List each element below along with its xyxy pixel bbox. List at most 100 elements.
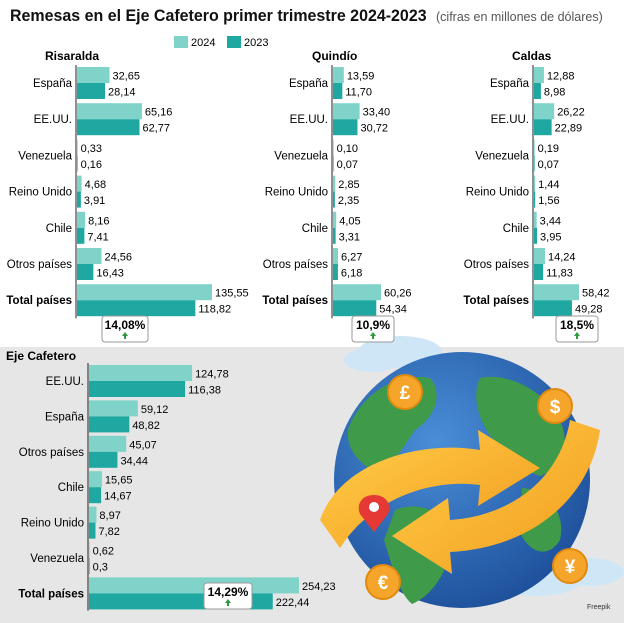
caldas-chart-title: Caldas	[512, 49, 552, 63]
risaralda-category-label-ee-uu: EE.UU.	[34, 114, 72, 126]
quindio-bar-2024-otros-paises	[333, 248, 338, 264]
page-subtitle: (cifras en millones de dólares)	[436, 10, 603, 24]
quindio-category-label-venezuela: Venezuela	[274, 150, 328, 162]
risaralda-category-label-venezuela: Venezuela	[18, 150, 72, 162]
risaralda-bar-2023-venezuela	[77, 155, 78, 172]
quindio-growth-arrow-icon	[370, 332, 376, 339]
quindio-bar-2023-venezuela	[333, 155, 334, 172]
risaralda-bar-2024-reino-unido	[77, 175, 82, 192]
quindio-bar-2024-chile	[333, 211, 337, 228]
eje-cafetero-bar-2023-venezuela	[89, 558, 90, 574]
quindio-category-label-reino-unido: Reino Unido	[265, 187, 328, 199]
caldas-bar-2023-espana	[534, 83, 541, 99]
risaralda-bar-2024-ee-uu	[77, 103, 142, 120]
risaralda-bar-2024-otros-paises	[77, 248, 102, 264]
svg-text:$: $	[550, 397, 561, 418]
eje-cafetero-bar-2024-ee-uu	[89, 365, 193, 381]
eje-cafetero-value-2023-chile: 14,67	[104, 491, 132, 503]
dollar-coin-icon: $	[537, 388, 573, 424]
quindio-bar-2024-espana	[333, 67, 344, 83]
globe-illustration: £ $ € ¥	[320, 336, 624, 608]
caldas-bar-2023-chile	[534, 227, 538, 244]
eje-cafetero-category-label-venezuela: Venezuela	[30, 553, 84, 565]
risaralda-bar-2024-total-paises	[77, 284, 212, 301]
risaralda-category-label-chile: Chile	[46, 223, 72, 235]
caldas-value-2023-chile: 3,95	[540, 231, 561, 243]
risaralda-spacer	[36, 283, 37, 284]
quindio-bar-2024-total-paises	[333, 284, 381, 301]
caldas-bar-2024-chile	[534, 211, 537, 228]
eje-cafetero-category-label-reino-unido: Reino Unido	[21, 518, 84, 530]
quindio-value-2024-venezuela: 0,10	[337, 143, 358, 155]
risaralda-value-2024-espana: 32,65	[113, 71, 141, 83]
eje-cafetero-value-2024-venezuela: 0,62	[93, 546, 114, 558]
risaralda-value-2024-total-paises: 135,55	[215, 288, 249, 300]
risaralda-growth-arrow-icon	[122, 332, 128, 339]
eje-cafetero-value-2024-otros-paises: 45,07	[129, 439, 157, 451]
eje-cafetero-category-label-otros-paises: Otros países	[19, 447, 84, 459]
quindio-bar-2023-ee-uu	[333, 119, 358, 136]
caldas-value-2024-otros-paises: 14,24	[548, 252, 576, 264]
risaralda-value-2023-reino-unido: 3,91	[84, 195, 105, 207]
eje-cafetero-value-2024-ee-uu: 124,78	[195, 369, 229, 381]
risaralda-value-2023-espana: 28,14	[108, 87, 136, 99]
quindio-spacer	[292, 283, 293, 284]
quindio-growth-box	[351, 315, 395, 343]
quindio-value-2024-total-paises: 60,26	[384, 288, 412, 300]
caldas-category-label-total-paises: Total países	[463, 295, 529, 307]
caldas-value-2024-espana: 12,88	[547, 71, 575, 83]
eje-cafetero-bar-2023-reino-unido	[89, 522, 96, 539]
risaralda-value-2023-otros-paises: 16,43	[96, 268, 124, 280]
risaralda-bar-2023-total-paises	[77, 300, 196, 317]
caldas-value-2023-ee-uu: 22,89	[555, 123, 583, 135]
risaralda-value-2023-venezuela: 0,16	[81, 159, 102, 171]
quindio-bar-2023-reino-unido	[333, 191, 335, 208]
eje-cafetero-bar-2024-venezuela	[89, 542, 90, 558]
caldas-value-2024-ee-uu: 26,22	[557, 107, 585, 119]
quindio-value-2024-reino-unido: 2,85	[338, 179, 359, 191]
eje-cafetero-category-label-chile: Chile	[58, 482, 84, 494]
caldas-bar-2024-venezuela	[534, 139, 535, 156]
caldas-category-label-ee-uu: EE.UU.	[491, 114, 529, 126]
caldas-value-2024-reino-unido: 1,44	[538, 179, 559, 191]
arrow-shape-top	[320, 430, 540, 548]
eje-cafetero-chart-title: Eje Cafetero	[6, 349, 76, 363]
risaralda-growth-value: 14,08%	[105, 318, 146, 332]
eje-cafetero-category-label-espana: España	[45, 411, 85, 423]
caldas-value-2023-espana: 8,98	[544, 87, 565, 99]
caldas-value-2023-otros-paises: 11,83	[546, 268, 573, 280]
legend-label-2024: 2024	[191, 37, 215, 49]
eje-cafetero-growth-value: 14,29%	[208, 585, 249, 599]
page-title: Remesas en el Eje Cafetero primer trimes…	[10, 6, 427, 25]
quindio-bar-2023-total-paises	[333, 300, 377, 317]
quindio-value-2023-ee-uu: 30,72	[360, 123, 388, 135]
eje-cafetero-bar-2023-ee-uu	[89, 381, 186, 397]
caldas-bar-2023-otros-paises	[534, 264, 544, 280]
caldas-spacer	[493, 283, 494, 284]
caldas-bar-2024-otros-paises	[534, 248, 545, 264]
charts-layer: Risaralda España 32,65 28,14 EE.UU. 65,16 62,7…	[6, 49, 610, 611]
quindio-category-label-otros-paises: Otros países	[263, 259, 328, 271]
eje-cafetero-bar-2023-espana	[89, 416, 130, 433]
eje-cafetero-bar-2023-otros-paises	[89, 451, 118, 468]
caldas-value-2023-total-paises: 49,28	[575, 304, 603, 316]
eje-cafetero-category-label-total-paises: Total países	[18, 588, 84, 600]
caldas-category-label-chile: Chile	[503, 223, 529, 235]
quindio-category-label-espana: España	[289, 78, 329, 90]
euro-coin-icon: €	[365, 564, 401, 600]
risaralda-bar-2023-ee-uu	[77, 119, 140, 136]
svg-text:¥: ¥	[565, 557, 576, 578]
quindio-value-2024-ee-uu: 33,40	[363, 107, 391, 119]
quindio-growth-value: 10,9%	[356, 318, 390, 332]
risaralda-bar-2024-venezuela	[77, 139, 78, 156]
quindio-value-2023-chile: 3,31	[339, 231, 360, 243]
eje-cafetero-spacer	[48, 576, 49, 577]
svg-text:£: £	[400, 383, 411, 404]
eje-cafetero-value-2023-ee-uu: 116,38	[188, 385, 221, 397]
eje-cafetero-bar-2024-otros-paises	[89, 435, 127, 452]
quindio-bar-2023-chile	[333, 227, 336, 244]
legend: 2024 2023	[174, 36, 268, 49]
quindio-value-2024-otros-paises: 6,27	[341, 252, 362, 264]
caldas-bar-2023-ee-uu	[534, 119, 552, 136]
caldas-bar-2024-espana	[534, 67, 544, 83]
